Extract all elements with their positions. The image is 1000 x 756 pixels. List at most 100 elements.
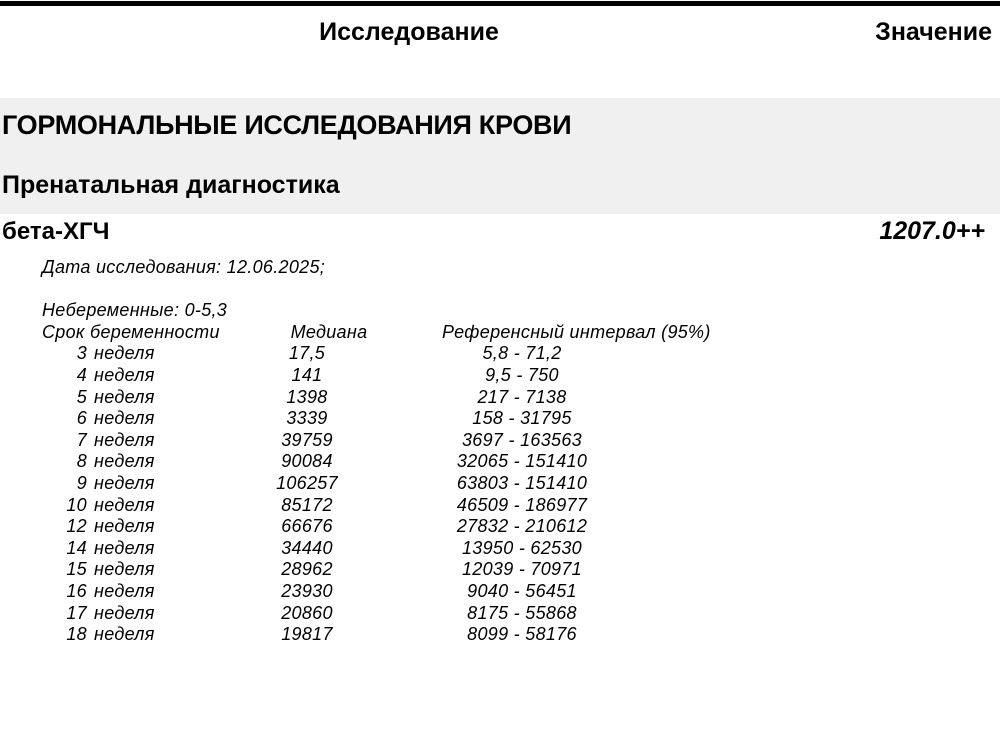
week-unit-label: неделя — [94, 343, 155, 364]
week-cell: 14 неделя — [42, 538, 232, 560]
median-cell: 20860 — [281, 602, 333, 623]
table-row: 7 неделя 39759 3697 - 163563 — [42, 430, 1000, 452]
week-number: 10 — [66, 494, 87, 515]
week-cell: 10 неделя — [42, 495, 232, 517]
week-number: 18 — [66, 624, 87, 645]
week-number: 7 — [76, 429, 87, 450]
week-cell: 8 неделя — [42, 451, 232, 473]
week-number: 4 — [76, 364, 87, 385]
section-title: ГОРМОНАЛЬНЫЕ ИССЛЕДОВАНИЯ КРОВИ — [2, 110, 572, 140]
table-row: 18 неделя 19817 8099 - 58176 — [42, 624, 1000, 646]
week-cell: 5 неделя — [42, 387, 232, 409]
week-cell: 17 неделя — [42, 603, 232, 625]
top-divider-bar — [0, 1, 1000, 6]
week-cell: 4 неделя — [42, 365, 232, 387]
week-unit-label: неделя — [94, 624, 155, 645]
median-cell: 17,5 — [288, 343, 326, 364]
week-unit-label: неделя — [94, 408, 155, 429]
test-name: бета-ХГЧ — [2, 218, 110, 245]
table-row: 16 неделя 23930 9040 - 56451 — [42, 581, 1000, 603]
reference-interval-cell: 8099 - 58176 — [467, 624, 577, 645]
median-cell: 39759 — [281, 429, 333, 450]
week-cell: 18 неделя — [42, 624, 232, 646]
week-unit-label: неделя — [94, 559, 155, 580]
reference-interval-cell: 9,5 - 750 — [485, 364, 559, 385]
week-number: 15 — [66, 559, 87, 580]
table-row: 6 неделя 3339 158 - 31795 — [42, 408, 1000, 430]
reference-interval-cell: 5,8 - 71,2 — [482, 343, 562, 364]
week-cell: 3 неделя — [42, 343, 232, 365]
week-number: 3 — [76, 343, 87, 364]
week-unit-label: неделя — [94, 451, 155, 472]
week-unit-label: неделя — [94, 516, 155, 537]
week-cell: 15 неделя — [42, 559, 232, 581]
table-row: 4 неделя 141 9,5 - 750 — [42, 365, 1000, 387]
table-row: 5 неделя 1398 217 - 7138 — [42, 387, 1000, 409]
week-cell: 12 неделя — [42, 516, 232, 538]
week-unit-label: неделя — [94, 494, 155, 515]
week-unit-label: неделя — [94, 580, 155, 601]
table-row: 17 неделя 20860 8175 - 55868 — [42, 603, 1000, 625]
table-row: 10 неделя 85172 46509 - 186977 — [42, 495, 1000, 517]
reference-interval-cell: 13950 - 62530 — [461, 537, 582, 558]
reference-table-header: Срок беременности Медиана Референсный ин… — [42, 322, 1000, 344]
reference-interval-cell: 32065 - 151410 — [456, 451, 588, 472]
table-row: 15 неделя 28962 12039 - 70971 — [42, 559, 1000, 581]
week-number: 16 — [66, 580, 87, 601]
median-cell: 90084 — [281, 451, 333, 472]
week-cell: 9 неделя — [42, 473, 232, 495]
test-details-block: Дата исследования: 12.06.2025; Неберемен… — [42, 257, 1000, 646]
section-band — [0, 98, 1000, 214]
column-header-reference-interval: Референсный интервал (95%) — [442, 321, 711, 342]
subsection-title: Пренатальная диагностика — [2, 171, 340, 199]
reference-interval-cell: 3697 - 163563 — [461, 429, 582, 450]
table-row: 3 неделя 17,5 5,8 - 71,2 — [42, 343, 1000, 365]
week-cell: 7 неделя — [42, 430, 232, 452]
median-cell: 141 — [291, 364, 323, 385]
reference-interval-cell: 46509 - 186977 — [456, 494, 588, 515]
nonpregnant-range-line: Небеременные: 0-5,3 — [42, 300, 228, 321]
test-result-value: 1207.0++ — [879, 217, 985, 245]
median-cell: 34440 — [281, 537, 333, 558]
median-cell: 85172 — [281, 494, 333, 515]
column-header-week: Срок беременности — [42, 321, 220, 342]
week-cell: 16 неделя — [42, 581, 232, 603]
week-number: 17 — [66, 602, 87, 623]
table-row: 8 неделя 90084 32065 - 151410 — [42, 451, 1000, 473]
week-number: 12 — [66, 516, 87, 537]
reference-interval-cell: 217 - 7138 — [477, 386, 567, 407]
median-cell: 106257 — [276, 472, 338, 493]
column-header-median: Медиана — [290, 321, 368, 342]
reference-interval-cell: 63803 - 151410 — [456, 472, 588, 493]
median-cell: 66676 — [281, 516, 333, 537]
week-unit-label: неделя — [94, 386, 155, 407]
median-cell: 19817 — [281, 624, 333, 645]
week-unit-label: неделя — [94, 537, 155, 558]
week-number: 8 — [76, 451, 87, 472]
week-number: 5 — [76, 386, 87, 407]
reference-interval-cell: 8175 - 55868 — [467, 602, 577, 623]
median-cell: 1398 — [286, 386, 328, 407]
reference-interval-cell: 158 - 31795 — [472, 408, 572, 429]
week-unit-label: неделя — [94, 364, 155, 385]
column-header-value: Значение — [875, 18, 992, 46]
week-number: 6 — [76, 408, 87, 429]
reference-table-body: 3 неделя 17,5 5,8 - 71,2 4 неделя 141 9,5 - 750… — [42, 343, 1000, 645]
week-unit-label: неделя — [94, 602, 155, 623]
week-number: 14 — [66, 537, 87, 558]
week-unit-label: неделя — [94, 472, 155, 493]
study-date-line: Дата исследования: 12.06.2025; — [42, 257, 326, 277]
median-cell: 3339 — [286, 408, 328, 429]
blank-line — [42, 279, 1000, 301]
week-unit-label: неделя — [94, 429, 155, 450]
week-number: 9 — [76, 472, 87, 493]
reference-interval-cell: 27832 - 210612 — [456, 516, 588, 537]
column-header-study: Исследование — [319, 18, 499, 46]
week-cell: 6 неделя — [42, 408, 232, 430]
reference-interval-cell: 12039 - 70971 — [461, 559, 582, 580]
median-cell: 28962 — [281, 559, 333, 580]
table-row: 9 неделя 106257 63803 - 151410 — [42, 473, 1000, 495]
reference-interval-cell: 9040 - 56451 — [467, 580, 577, 601]
table-row: 12 неделя 66676 27832 - 210612 — [42, 516, 1000, 538]
